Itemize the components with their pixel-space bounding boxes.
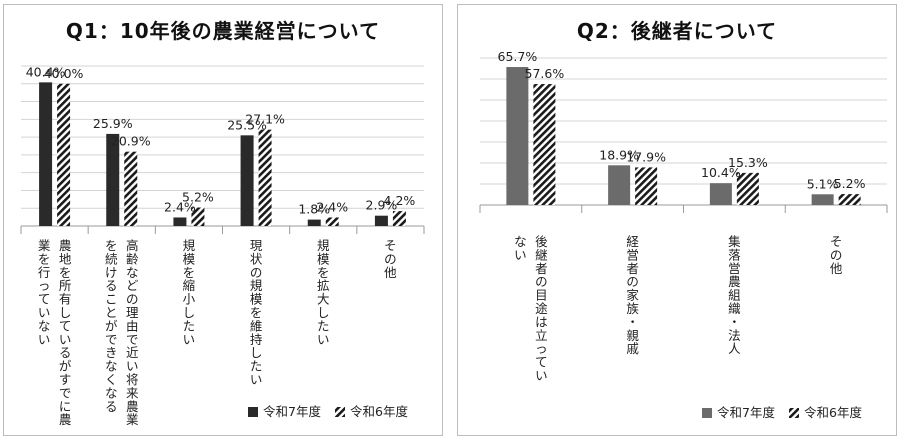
data-labels: 40.4%40.0%25.9%20.9%2.4%5.2%25.5%27.1%1.… <box>26 64 416 216</box>
category-label-line: 経営者の家族・親戚 <box>626 234 639 356</box>
chart-panel-q1: Q1：10年後の農業経営について 40.4% 40.0% 25.9% 20.9% 2.4… <box>3 4 443 436</box>
category-label-line: 後継者の目途は立ってい <box>535 234 548 383</box>
data-label: 4.2% <box>384 193 416 208</box>
category-label-line: 農地を所有しているがすでに農 <box>59 238 72 427</box>
bar-令和6年度 <box>124 151 138 226</box>
category-label: 規模を縮小したい <box>183 238 196 347</box>
category-label-line: を続けることができなくなる <box>105 238 118 414</box>
category-label-line: 現状の規模を維持したい <box>250 238 263 387</box>
bar-令和6年度 <box>838 194 861 205</box>
data-label: 2.9% <box>366 198 398 213</box>
bar-令和6年度 <box>258 129 272 226</box>
chart-q1-svg: 40.4%40.0%25.9%20.9%2.4%5.2%25.5%27.1%1.… <box>20 64 425 427</box>
data-label: 17.9% <box>626 149 666 164</box>
category-label: 経営者の家族・親戚 <box>626 234 639 356</box>
bar-令和6年度 <box>325 217 339 226</box>
legend-label: 令和6年度 <box>350 404 408 419</box>
chart-title: Q1：10年後の農業経営について <box>65 19 381 43</box>
legend: 令和7年度 令和6年度 <box>248 404 408 419</box>
chart-title: Q2：後継者について <box>576 19 778 43</box>
legend-swatch <box>702 408 712 418</box>
category-label-line: ない <box>514 234 527 262</box>
data-label: 1.8% <box>298 202 330 217</box>
bar-令和6年度 <box>533 84 556 205</box>
data-label: 40.0% <box>44 66 84 81</box>
data-label: 15.3% <box>728 155 768 170</box>
bar-令和7年度 <box>709 183 732 205</box>
chart-panel-q2: Q2：後継者について 65.7% 57.6% 18.9% 17.9% 10.4% 15.3… <box>457 4 897 436</box>
bars <box>39 82 406 227</box>
bar-令和6年度 <box>635 167 658 205</box>
data-label: 25.5% <box>227 117 267 132</box>
category-label: その他 <box>830 234 843 276</box>
data-label: 2.4% <box>164 199 196 214</box>
category-label-line: その他 <box>830 234 843 276</box>
legend-label: 令和6年度 <box>804 405 862 420</box>
gridlines <box>21 65 424 209</box>
legend-swatch <box>248 407 258 417</box>
data-label: 5.2% <box>834 176 866 191</box>
data-labels: 65.7% 57.6% 18.9%17.9% 10.4%15.3% 5.1%5.2% <box>498 49 866 191</box>
bars <box>506 67 861 205</box>
category-label: 現状の規模を維持したい <box>250 238 263 387</box>
data-label: 40.4% <box>26 64 66 79</box>
data-label: 20.9% <box>111 134 151 149</box>
data-label: 18.9% <box>599 147 639 162</box>
data-label: 25.9% <box>93 116 133 131</box>
bar-令和6年度 <box>191 207 205 226</box>
category-label-line: その他 <box>384 238 397 280</box>
data-label: 5.2% <box>182 190 214 205</box>
chart-q2-svg: 65.7% 57.6% 18.9%17.9% 10.4%15.3% 5.1%5.2% 後継… <box>479 49 888 420</box>
category-label: 規模を拡大したい <box>317 238 330 347</box>
category-label: その他 <box>384 238 397 280</box>
data-label: 57.6% <box>525 66 565 81</box>
category-label-line: 業を行っていない <box>38 238 51 347</box>
data-label: 10.4% <box>701 165 741 180</box>
bar-令和7年度 <box>506 67 529 205</box>
category-label-line: 高齢などの理由で近い将来農業 <box>126 238 139 427</box>
data-label: 5.1% <box>807 176 839 191</box>
bar-令和7年度 <box>608 165 631 205</box>
bar-令和6年度 <box>392 211 406 226</box>
legend-label: 令和7年度 <box>263 404 321 419</box>
legend-swatch <box>789 408 799 418</box>
legend-label: 令和7年度 <box>717 405 775 420</box>
category-label-line: 規模を拡大したい <box>317 238 330 347</box>
bar-令和6年度 <box>57 83 71 227</box>
category-label-line: 規模を縮小したい <box>183 238 196 347</box>
data-label: 65.7% <box>498 49 538 64</box>
bar-令和6年度 <box>736 172 759 205</box>
bar-令和7年度 <box>39 82 53 226</box>
category-label-line: 集落営農組織・法人 <box>728 234 741 356</box>
bar-令和7年度 <box>240 135 254 226</box>
bar-令和7年度 <box>811 194 834 205</box>
bar-令和7年度 <box>374 215 388 226</box>
bar-令和7年度 <box>173 217 187 226</box>
bar-令和7年度 <box>307 219 321 226</box>
category-labels: 農地を所有しているがすでに農業を行っていない高齢などの理由で近い将来農業を続ける… <box>38 238 397 427</box>
legend-swatch <box>335 407 345 417</box>
data-label: 2.4% <box>316 199 348 214</box>
legend: 令和7年度 令和6年度 <box>702 405 862 420</box>
bar-令和7年度 <box>106 133 120 226</box>
category-label: 集落営農組織・法人 <box>728 234 741 356</box>
data-label: 27.1% <box>245 112 285 127</box>
